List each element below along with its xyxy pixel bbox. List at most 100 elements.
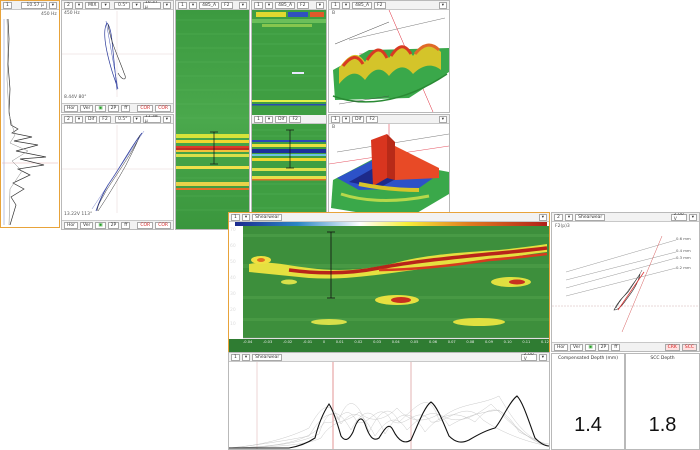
dropdown-button[interactable]: ▾	[74, 1, 84, 9]
profile-trace	[229, 362, 549, 449]
channel-button[interactable]: 485_A	[275, 1, 296, 9]
dropdown-button[interactable]: ▾	[101, 1, 110, 9]
dropdown-button[interactable]: ▾	[264, 1, 274, 9]
cor-button-2[interactable]: COR	[155, 104, 171, 112]
lock-icon[interactable]: ▣	[95, 104, 106, 112]
pane-number-button[interactable]: 1	[3, 1, 12, 9]
pane-menu-button[interactable]: ▾	[538, 213, 547, 221]
dropdown-button[interactable]: ▾	[241, 213, 251, 221]
dropdown-button[interactable]: ▾	[341, 115, 351, 123]
lock-icon[interactable]: ▣	[585, 343, 596, 351]
ff-button[interactable]: ff	[121, 221, 131, 229]
dropdown-button[interactable]: ▾	[341, 1, 351, 9]
c-scan-toolbar: 1 ▾ Shearwear ▾	[229, 213, 549, 222]
pane-number-button[interactable]: 2	[554, 213, 563, 221]
frequency-button[interactable]: F2	[99, 115, 111, 123]
dropdown-button[interactable]: ▾	[132, 115, 141, 123]
pane-menu-button[interactable]: ▾	[238, 1, 247, 9]
ver-button[interactable]: Ver	[80, 104, 94, 112]
cor-button-2[interactable]: COR	[155, 221, 171, 229]
pane-menu-button[interactable]: ▾	[48, 1, 57, 9]
calibration-toolbar: 2 ▾ Shearwear 2.00 V ▾	[552, 213, 699, 222]
compensated-depth-value: 1.4	[574, 414, 602, 436]
span-field[interactable]: 11.38 µ	[142, 115, 161, 124]
trace-scale-field[interactable]: 10.57 µ	[20, 1, 47, 9]
frequency-button[interactable]: F2	[289, 115, 301, 123]
mode-button[interactable]: Shearwear	[575, 213, 606, 221]
frequency-button[interactable]: F2	[221, 1, 233, 9]
x-tick: 0.11	[522, 340, 531, 344]
y-tick: 10	[230, 322, 236, 327]
trace-plot	[2, 19, 58, 225]
dropdown-button[interactable]: ▾	[264, 115, 274, 123]
pane-menu-button[interactable]: ▾	[438, 115, 447, 123]
strip-chart-1	[176, 10, 249, 229]
crk-button[interactable]: CRK	[664, 343, 680, 351]
2p-button[interactable]: 2P	[107, 104, 120, 112]
3d-surface-bottom	[329, 124, 449, 229]
ff-button[interactable]: ff	[121, 104, 131, 112]
channel-dif-button[interactable]: Dif	[275, 115, 288, 123]
hor-button[interactable]: Hor	[64, 221, 78, 229]
pane-number-button[interactable]: 1	[331, 1, 340, 9]
dropdown-button[interactable]: ▾	[74, 115, 84, 123]
dropdown-button[interactable]: ▾	[241, 353, 251, 361]
dropdown-button[interactable]: ▾	[538, 353, 547, 361]
mode-button[interactable]: Shearwear	[252, 213, 283, 221]
pane-number-button[interactable]: 1	[254, 1, 263, 9]
scc-button[interactable]: SCC	[681, 343, 697, 351]
frequency-button[interactable]: F2	[374, 1, 386, 9]
dropdown-button[interactable]: ▾	[162, 1, 171, 9]
c-scan-colorbar	[235, 222, 547, 226]
dropdown-button[interactable]: ▾	[132, 1, 141, 9]
rotation-field[interactable]: 0.5°	[114, 115, 131, 123]
hor-button[interactable]: Hor	[64, 104, 78, 112]
cor-button[interactable]: COR	[137, 221, 154, 229]
cor-button[interactable]: COR	[137, 104, 154, 112]
readout-label: SCC Depth	[650, 356, 675, 361]
pane-number-button[interactable]: 1	[178, 1, 187, 9]
x-tick: -0.03	[262, 340, 273, 344]
2p-button[interactable]: 2P	[107, 221, 120, 229]
x-tick: 0.08	[466, 340, 475, 344]
channel-dif-button[interactable]: Dif	[352, 115, 365, 123]
freq-label: 450 Hz	[64, 11, 80, 16]
channel-button[interactable]: 485_A	[352, 1, 373, 9]
strip-chart-1-pane: 1 ▾ 485_A F2 ▾	[175, 0, 250, 230]
scale-field[interactable]: 2.00 V	[670, 213, 687, 222]
frequency-button[interactable]: F2	[366, 115, 378, 123]
pane-number-button[interactable]: 1	[231, 353, 240, 361]
pane-number-button[interactable]: 2	[64, 115, 73, 123]
pane-number-button[interactable]: 1	[254, 115, 263, 123]
y-tick: 70	[230, 228, 236, 233]
channel-mix-button[interactable]: MIX	[85, 1, 100, 9]
ver-button[interactable]: Ver	[80, 221, 94, 229]
channel-button[interactable]: 485_A	[199, 1, 220, 9]
hor-button[interactable]: Hor	[554, 343, 568, 351]
2p-button[interactable]: 2P	[597, 343, 610, 351]
c-scan-x-axis: -0.04 -0.03 -0.02 -0.01 0 0.01 0.02 0.03…	[243, 340, 549, 348]
span-field[interactable]: 16.37 µ	[142, 1, 161, 10]
lock-icon[interactable]: ▣	[95, 221, 106, 229]
scale-field[interactable]: 2.00 V	[520, 353, 537, 362]
axis-label: B	[332, 125, 336, 130]
pane-number-button[interactable]: 1	[231, 213, 240, 221]
pane-number-button[interactable]: 1	[331, 115, 340, 123]
pane-menu-button[interactable]: ▾	[438, 1, 447, 9]
ff-button[interactable]: ff	[611, 343, 621, 351]
dropdown-button[interactable]: ▾	[188, 1, 198, 9]
rotation-field[interactable]: 0.5°	[114, 1, 131, 9]
mode-button[interactable]: Shearwear	[252, 353, 283, 361]
dropdown-button[interactable]: ▾	[162, 115, 171, 123]
strip-1-toolbar: 1 ▾ 485_A F2 ▾	[176, 1, 249, 10]
channel-dif-button[interactable]: Dif	[85, 115, 98, 123]
frequency-button[interactable]: F2	[297, 1, 309, 9]
calib-line-label: 0.2 mm	[676, 265, 691, 270]
calib-line-label: 0.3 mm	[676, 255, 691, 260]
pane-number-button[interactable]: 2	[64, 1, 73, 9]
strip-chart-2-bottom	[252, 124, 326, 229]
dropdown-button[interactable]: ▾	[688, 213, 697, 221]
ver-button[interactable]: Ver	[570, 343, 584, 351]
dropdown-button[interactable]: ▾	[564, 213, 574, 221]
pane-menu-button[interactable]: ▾	[315, 1, 324, 9]
